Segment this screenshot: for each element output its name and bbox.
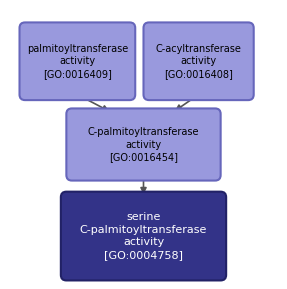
Text: palmitoyltransferase
activity
[GO:0016409]: palmitoyltransferase activity [GO:001640…: [27, 44, 128, 79]
Text: C-palmitoyltransferase
activity
[GO:0016454]: C-palmitoyltransferase activity [GO:0016…: [88, 127, 199, 162]
Text: serine
C-palmitoyltransferase
activity
[GO:0004758]: serine C-palmitoyltransferase activity […: [80, 212, 207, 260]
FancyBboxPatch shape: [20, 23, 135, 100]
FancyBboxPatch shape: [66, 108, 221, 181]
Text: C-acyltransferase
activity
[GO:0016408]: C-acyltransferase activity [GO:0016408]: [156, 44, 242, 79]
FancyBboxPatch shape: [144, 23, 254, 100]
FancyBboxPatch shape: [61, 192, 226, 280]
